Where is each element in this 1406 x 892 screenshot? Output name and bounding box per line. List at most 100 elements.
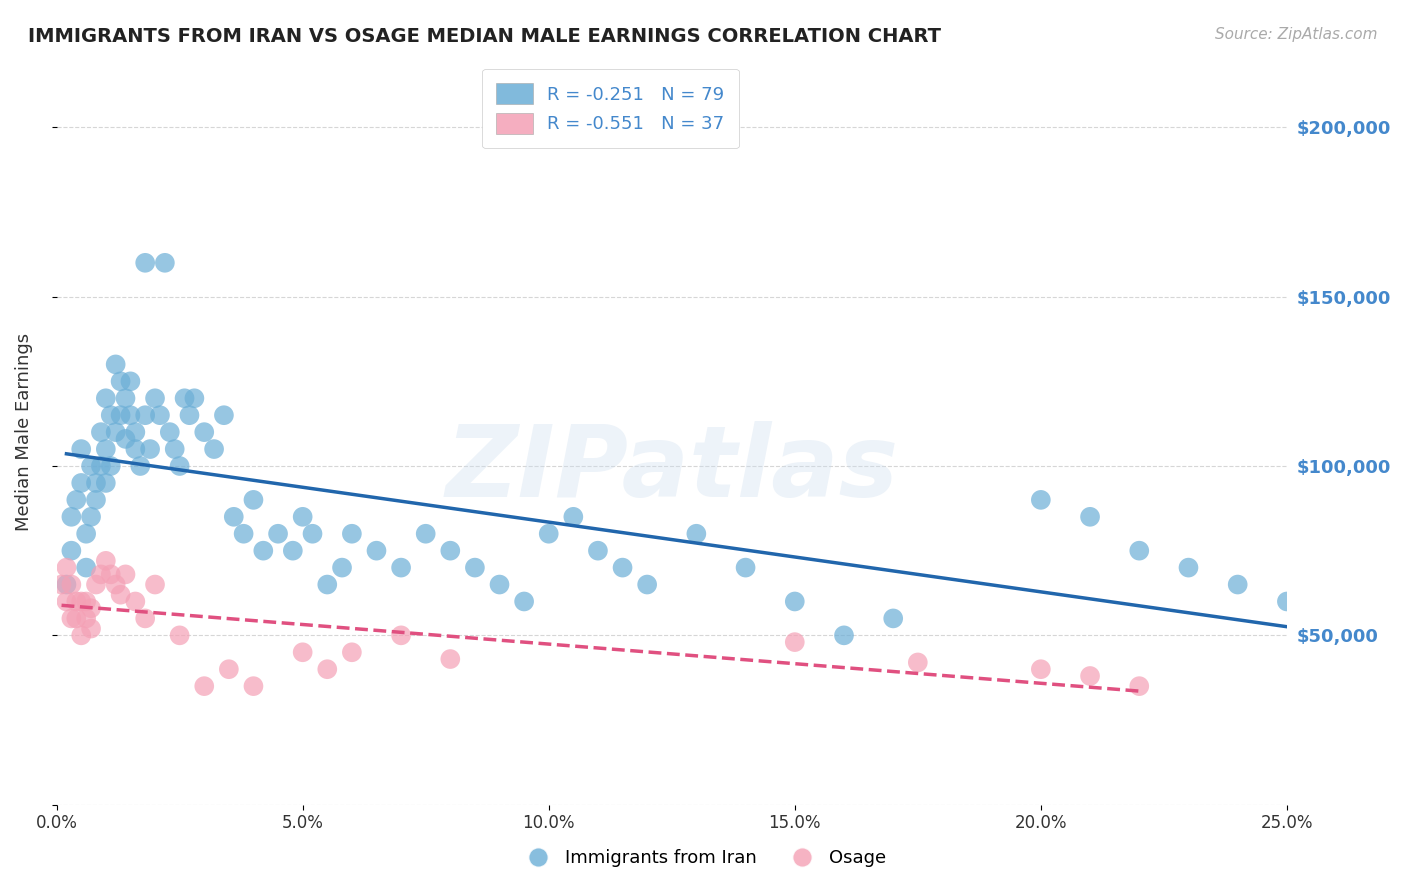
- Point: [252, 543, 274, 558]
- Point: [1078, 669, 1101, 683]
- Point: [612, 560, 634, 574]
- Point: [65, 611, 87, 625]
- Text: ZIPatlas: ZIPatlas: [446, 421, 898, 518]
- Point: [586, 543, 609, 558]
- Point: [1029, 492, 1052, 507]
- Point: [685, 526, 707, 541]
- Point: [84, 492, 107, 507]
- Point: [734, 560, 756, 574]
- Point: [193, 679, 215, 693]
- Point: [389, 628, 412, 642]
- Point: [124, 594, 146, 608]
- Point: [70, 594, 93, 608]
- Point: [114, 567, 136, 582]
- Point: [1275, 594, 1298, 608]
- Point: [55, 560, 77, 574]
- Point: [124, 425, 146, 439]
- Text: IMMIGRANTS FROM IRAN VS OSAGE MEDIAN MALE EARNINGS CORRELATION CHART: IMMIGRANTS FROM IRAN VS OSAGE MEDIAN MAL…: [28, 27, 941, 45]
- Point: [636, 577, 658, 591]
- Point: [90, 458, 112, 473]
- Point: [84, 577, 107, 591]
- Point: [80, 458, 103, 473]
- Point: [60, 509, 83, 524]
- Point: [202, 442, 225, 456]
- Point: [267, 526, 290, 541]
- Point: [316, 662, 339, 676]
- Point: [291, 645, 314, 659]
- Point: [242, 679, 264, 693]
- Point: [1177, 560, 1199, 574]
- Point: [124, 442, 146, 456]
- Point: [100, 567, 122, 582]
- Point: [100, 458, 122, 473]
- Point: [316, 577, 339, 591]
- Point: [94, 554, 117, 568]
- Point: [301, 526, 323, 541]
- Point: [90, 425, 112, 439]
- Point: [193, 425, 215, 439]
- Point: [366, 543, 388, 558]
- Point: [110, 588, 132, 602]
- Point: [783, 594, 806, 608]
- Point: [94, 391, 117, 405]
- Point: [90, 567, 112, 582]
- Point: [1226, 577, 1249, 591]
- Point: [232, 526, 254, 541]
- Point: [169, 628, 191, 642]
- Point: [143, 391, 166, 405]
- Point: [55, 577, 77, 591]
- Point: [60, 543, 83, 558]
- Point: [70, 628, 93, 642]
- Y-axis label: Median Male Earnings: Median Male Earnings: [15, 333, 32, 532]
- Point: [110, 408, 132, 422]
- Point: [212, 408, 235, 422]
- Point: [1029, 662, 1052, 676]
- Point: [340, 526, 363, 541]
- Point: [439, 543, 461, 558]
- Point: [75, 560, 97, 574]
- Point: [134, 611, 156, 625]
- Point: [114, 432, 136, 446]
- Point: [242, 492, 264, 507]
- Point: [70, 475, 93, 490]
- Point: [94, 442, 117, 456]
- Point: [1128, 679, 1150, 693]
- Point: [104, 577, 127, 591]
- Point: [80, 509, 103, 524]
- Point: [104, 425, 127, 439]
- Point: [464, 560, 486, 574]
- Point: [114, 391, 136, 405]
- Point: [882, 611, 904, 625]
- Point: [94, 475, 117, 490]
- Point: [104, 358, 127, 372]
- Point: [75, 594, 97, 608]
- Point: [169, 458, 191, 473]
- Point: [183, 391, 205, 405]
- Point: [907, 656, 929, 670]
- Point: [80, 601, 103, 615]
- Point: [70, 442, 93, 456]
- Point: [60, 611, 83, 625]
- Point: [291, 509, 314, 524]
- Point: [120, 408, 142, 422]
- Point: [153, 256, 176, 270]
- Point: [783, 635, 806, 649]
- Legend: R = -0.251   N = 79, R = -0.551   N = 37: R = -0.251 N = 79, R = -0.551 N = 37: [482, 69, 738, 148]
- Point: [415, 526, 437, 541]
- Point: [562, 509, 585, 524]
- Point: [55, 594, 77, 608]
- Point: [80, 622, 103, 636]
- Point: [330, 560, 353, 574]
- Point: [163, 442, 186, 456]
- Point: [340, 645, 363, 659]
- Point: [149, 408, 172, 422]
- Point: [51, 577, 73, 591]
- Legend: Immigrants from Iran, Osage: Immigrants from Iran, Osage: [513, 842, 893, 874]
- Point: [100, 408, 122, 422]
- Point: [139, 442, 162, 456]
- Point: [173, 391, 195, 405]
- Point: [134, 256, 156, 270]
- Point: [143, 577, 166, 591]
- Point: [179, 408, 201, 422]
- Point: [75, 611, 97, 625]
